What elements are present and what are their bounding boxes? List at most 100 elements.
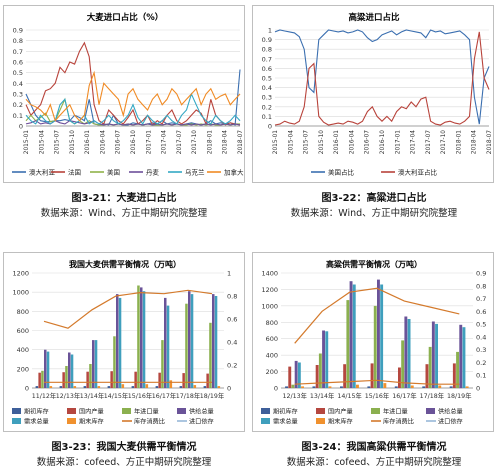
legend-swatch-4: [426, 408, 435, 414]
series-line-1: [274, 29, 490, 125]
bar-4: [140, 287, 143, 388]
bar-2: [86, 371, 89, 388]
bar-1: [394, 386, 398, 388]
y-tick-label: 0: [19, 123, 23, 131]
bar-2: [62, 372, 65, 388]
caption-title-3-21: 图3-21：大麦进口占比: [71, 193, 177, 204]
y-tick-label: 800: [266, 319, 278, 327]
legend-swatch-4: [177, 408, 186, 414]
bar-3: [89, 364, 92, 388]
legend-label-1: 期初库存: [24, 408, 49, 416]
y-tick-label: 0.3: [262, 94, 272, 102]
bar-2: [425, 364, 429, 388]
x-tick-label: 2015-07: [55, 130, 61, 155]
legend-label-6: 期末库存: [79, 418, 104, 426]
legend-label-2: 澳大利亚占比: [398, 168, 438, 177]
y-tick-label: 0.4: [262, 84, 272, 92]
x-tick-label: 12/13年: [282, 391, 306, 400]
y-tick-label: 0.1: [13, 112, 23, 120]
legend-label-2: 国内产量: [79, 408, 104, 416]
bar-6: [193, 385, 197, 388]
x-tick-label: 2018-07: [487, 130, 493, 155]
chart-panel-sorghum-balance: 高粱供需平衡情况（万吨） 0 200 400 600 800 1000 1200 1400 0 0.…: [252, 252, 494, 432]
x-tick-label: 2016-01: [85, 130, 91, 155]
series-line-4: [25, 120, 241, 126]
legend-label-6: 期末库存: [328, 418, 353, 426]
bar-6: [383, 383, 387, 388]
bar-2: [343, 364, 347, 388]
x-tick-label: 16/17年: [392, 391, 416, 400]
bar-2: [110, 371, 113, 388]
bar-3: [456, 351, 459, 388]
bar-1: [131, 386, 135, 388]
chart-barley-import-share: 大麦进口占比（%） 0 0.1 0.2 0.3 0.4 0.5 0.6 0.7 0.8 0.9 201…: [12, 12, 244, 177]
x-tick-label: 11/12年: [32, 391, 56, 400]
x-tick-label: 2017-04: [411, 130, 417, 155]
legend-swatch-6: [316, 418, 325, 424]
legend-label-3: 年进口量: [134, 408, 159, 416]
legend-label-4: 供给总量: [438, 408, 463, 416]
bar-5: [325, 331, 329, 388]
y2-tick-label: 0.4: [476, 333, 486, 341]
y-tick-label: 0: [274, 385, 278, 393]
x-tick-label: 2015-10: [70, 130, 76, 155]
y-tick-label: 600: [266, 335, 278, 343]
legend-swatch-5: [261, 418, 270, 424]
legend-label-1: 期初库存: [273, 408, 298, 416]
caption-source-3-23: 数据来源：cofeed、方正中期研究院整理: [36, 457, 212, 468]
bar-5: [380, 284, 384, 388]
bar-5: [462, 327, 466, 388]
x-tick-label: 2017-04: [162, 130, 168, 155]
series-line-6: [25, 70, 241, 122]
y-tick-label: 0.9: [262, 36, 272, 44]
caption-source-3-22: 数据来源：Wind、方正中期研究院整理: [290, 208, 458, 219]
x-tick-label: 2017-07: [177, 130, 183, 155]
bar-4: [431, 321, 435, 388]
y-tick-label: 0: [25, 385, 29, 393]
bar-2: [370, 363, 374, 388]
y-tick-label: 1200: [12, 270, 29, 278]
x-tick-label: 2018-07: [238, 130, 244, 155]
y-tick-label: 1: [268, 27, 272, 35]
bar-1: [155, 386, 159, 388]
legend-label-7: 库存消费比: [383, 418, 414, 426]
chart-title: 我国大麦供需平衡情况（万吨）: [69, 259, 181, 269]
y2-tick-label: 0: [476, 385, 480, 393]
chart-sorghum-balance: 高粱供需平衡情况（万吨） 0 200 400 600 800 1000 1200 1400 0 0.…: [261, 259, 486, 426]
bar-4: [164, 297, 167, 388]
bar-4: [212, 294, 215, 388]
bar-4: [92, 340, 95, 388]
x-tick-label: 2018-01: [207, 130, 213, 155]
bar-6: [356, 384, 359, 388]
bar-4: [116, 294, 119, 388]
y-tick-label: 0.5: [262, 75, 272, 83]
x-tick-label: 2016-10: [131, 130, 137, 155]
x-tick-label: 15/16年: [128, 391, 152, 400]
y2-tick-label: 0.2: [476, 359, 486, 367]
bar-4: [322, 330, 325, 388]
x-tick-label: 14/15年: [104, 391, 128, 400]
bar-4: [377, 279, 380, 388]
bar-3: [137, 285, 140, 388]
x-tick-label: 13/14年: [310, 391, 334, 400]
x-tick-label: 17/18年: [176, 391, 200, 400]
x-tick-label: 2016-10: [380, 130, 386, 155]
bar-3: [401, 340, 405, 388]
x-tick-label: 2018-01: [456, 130, 462, 155]
caption-title-3-23: 图3-23：我国大麦供需平衡情况: [51, 442, 197, 453]
x-tick-label: 2015-07: [304, 130, 310, 155]
y2-tick-label: 0: [227, 385, 231, 393]
chart-title: 大麦进口占比（%）: [87, 12, 164, 23]
bar-4: [294, 360, 298, 388]
y2-tick-label: 0.1: [476, 372, 486, 380]
y2-tick-label: 0.8: [476, 282, 486, 290]
chart-title: 高粱供需平衡情况（万吨）: [326, 259, 422, 269]
bar-1: [35, 386, 39, 388]
x-tick-label: 12/13年: [56, 391, 80, 400]
bar-1: [59, 386, 63, 388]
x-tick-label: 2017-10: [441, 130, 447, 155]
x-tick-label: 2015-10: [319, 130, 325, 155]
bar-3: [428, 346, 432, 388]
legend-label-2: 国内产量: [328, 408, 353, 416]
bar-1: [107, 386, 111, 388]
